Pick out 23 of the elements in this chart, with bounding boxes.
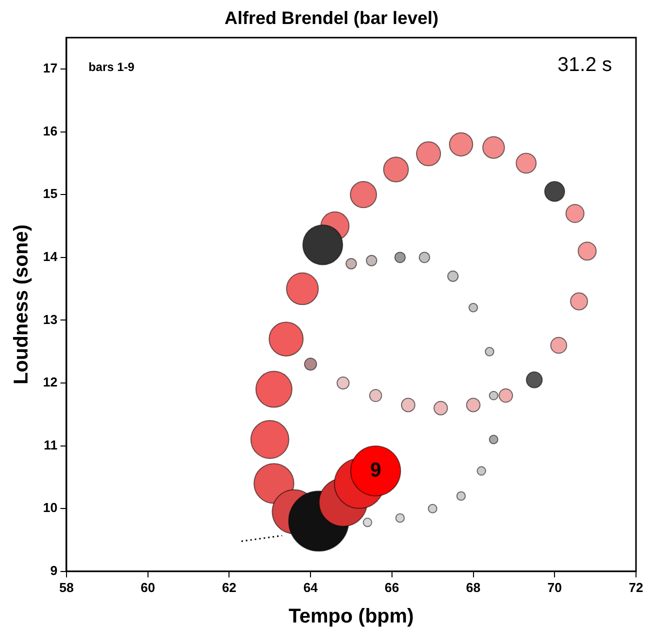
annotation: 9 [370, 459, 382, 482]
annotation: bars 1-9 [88, 60, 135, 74]
x-tick-label: 68 [466, 580, 481, 595]
y-tick-label: 9 [50, 562, 58, 578]
y-tick-label: 15 [42, 186, 58, 202]
y-tick-label: 11 [44, 437, 58, 452]
chart-title: Alfred Brendel (bar level) [224, 8, 439, 28]
y-tick-label: 13 [42, 312, 58, 327]
y-tick-label: 16 [42, 123, 58, 138]
x-tick-label: 66 [384, 580, 400, 595]
x-tick-label: 70 [547, 580, 562, 595]
x-tick-label: 60 [140, 580, 156, 595]
x-tick-label: 64 [303, 580, 319, 595]
y-tick-label: 14 [42, 248, 58, 264]
y-axis-title: Loudness (sone) [10, 224, 33, 385]
annotation: 31.2 s [558, 54, 612, 76]
x-tick-label: 72 [628, 580, 644, 595]
x-axis-title: Tempo (bpm) [288, 606, 414, 628]
y-tick-label: 17 [42, 60, 58, 76]
x-tick-label: 58 [59, 580, 74, 595]
x-tick-label: 62 [222, 580, 236, 595]
y-tick-label: 10 [42, 500, 58, 516]
y-tick-label: 12 [42, 374, 58, 390]
